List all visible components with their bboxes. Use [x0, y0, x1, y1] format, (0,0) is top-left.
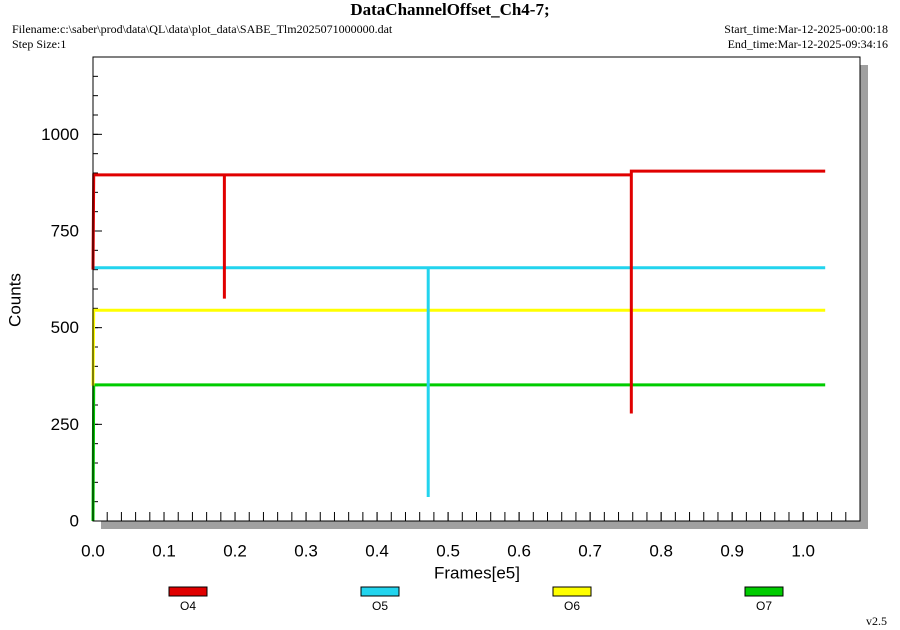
y-tick-label: 750	[51, 221, 79, 240]
x-tick-label: 0.4	[365, 541, 389, 560]
x-tick-label: 1.0	[791, 541, 815, 560]
x-axis-label: Frames[e5]	[434, 563, 520, 582]
legend-label: O7	[756, 599, 772, 613]
legend-label: O4	[180, 599, 196, 613]
version: v2.5	[866, 614, 887, 628]
legend-swatch	[168, 586, 208, 597]
legend-swatch	[552, 586, 592, 597]
legend-label: O5	[372, 599, 388, 613]
end-time: End_time:Mar-12-2025-09:34:16	[728, 37, 888, 51]
x-tick-label: 0.1	[152, 541, 176, 560]
x-tick-label: 0.2	[223, 541, 247, 560]
chart-title: DataChannelOffset_Ch4-7;	[350, 0, 549, 19]
y-tick-label: 1000	[41, 125, 79, 144]
start-time: Start_time:Mar-12-2025-00:00:18	[724, 22, 888, 36]
x-tick-label: 0.6	[507, 541, 531, 560]
y-axis-label: Counts	[5, 273, 24, 327]
y-tick-label: 250	[51, 415, 79, 434]
x-tick-label: 0.8	[649, 541, 673, 560]
x-tick-label: 0.3	[294, 541, 318, 560]
y-tick-label: 0	[70, 511, 79, 530]
legend-label: O6	[564, 599, 580, 613]
x-tick-label: 0.5	[436, 541, 460, 560]
series-line	[93, 266, 826, 498]
x-tick-label: 0.7	[578, 541, 602, 560]
filename: Filename:c:\saber\prod\data\QL\data\plot…	[12, 22, 393, 36]
plot-border	[92, 56, 861, 522]
y-tick-label: 500	[51, 318, 79, 337]
plot-area	[92, 56, 861, 522]
x-tick-label: 0.0	[81, 541, 105, 560]
step-size: Step Size:1	[12, 37, 66, 51]
legend-swatch	[744, 586, 784, 597]
x-tick-label: 0.9	[720, 541, 744, 560]
series-line	[91, 169, 826, 414]
legend-swatch	[360, 586, 400, 597]
